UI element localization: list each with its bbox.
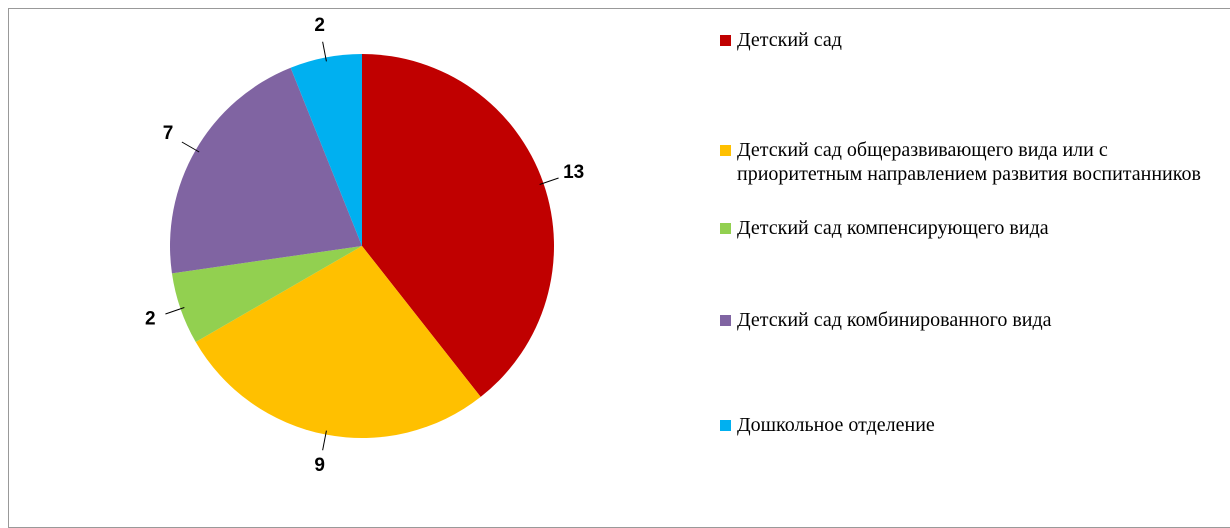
legend-swatch	[720, 315, 731, 326]
legend-swatch	[720, 223, 731, 234]
leader-line	[539, 177, 559, 185]
data-label: 13	[563, 162, 584, 183]
legend-label: Детский сад компенсирующего вида	[737, 217, 1049, 239]
legend-item: Дошкольное отделение	[718, 413, 1230, 437]
legend-swatch	[720, 420, 731, 431]
leader-line	[181, 141, 200, 153]
legend-swatch	[720, 145, 731, 156]
leader-line	[165, 307, 185, 315]
pie-slice	[195, 246, 481, 439]
legend-label: Детский сад общеразвивающего вида или с …	[737, 139, 1201, 185]
legend-item: Детский сад общеразвивающего вида или с …	[718, 138, 1230, 186]
legend-label: Детский сад комбинированного вида	[737, 309, 1052, 331]
data-label: 2	[314, 15, 325, 36]
legend-item: Детский сад компенсирующего вида	[718, 216, 1230, 240]
pie-slice	[290, 54, 362, 246]
page: 13 9 2 7 2 Детский сад Детский сад общеразвив…	[8, 8, 1230, 528]
data-label: 9	[314, 455, 325, 476]
data-label: 7	[163, 123, 174, 144]
data-label: 2	[145, 308, 156, 329]
pie-slice	[171, 246, 362, 342]
legend-label: Дошкольное отделение	[737, 414, 935, 436]
pie-slice	[362, 54, 554, 397]
leader-line	[322, 41, 327, 62]
leader-line	[322, 430, 327, 451]
chart: 13 9 2 7 2	[145, 15, 584, 476]
legend-label: Детский сад	[737, 29, 842, 51]
pie-slice	[170, 67, 362, 274]
legend-swatch	[720, 35, 731, 46]
legend-item: Детский сад комбинированного вида	[718, 308, 1230, 332]
legend-item: Детский сад	[718, 28, 1230, 52]
